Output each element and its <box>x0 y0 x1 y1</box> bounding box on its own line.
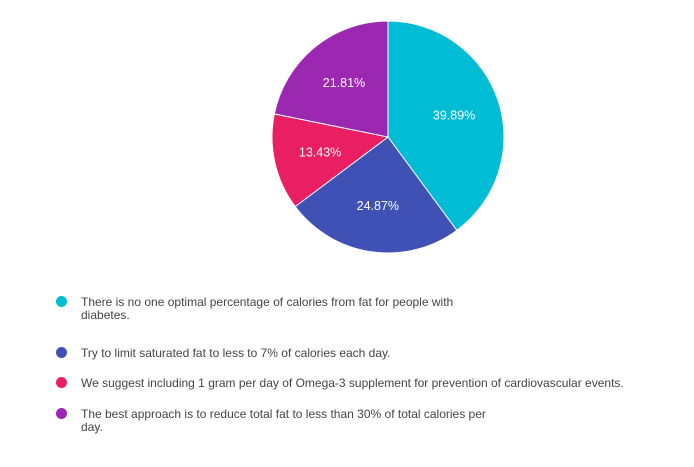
legend-label: The best approach is to reduce total fat… <box>81 407 486 434</box>
slice-percent-label: 39.89% <box>433 108 475 122</box>
legend-swatch-icon <box>56 408 67 419</box>
legend-item: The best approach is to reduce total fat… <box>56 408 501 434</box>
slice-percent-label: 13.43% <box>299 145 341 159</box>
legend-swatch-icon <box>56 347 67 358</box>
pie-slice[interactable] <box>273 20 389 138</box>
pie-slice[interactable] <box>271 113 390 208</box>
legend-item: We suggest including 1 gram per day of O… <box>56 377 624 390</box>
legend-label: We suggest including 1 gram per day of O… <box>81 376 624 390</box>
pie-slice[interactable] <box>387 20 505 232</box>
legend-item: Try to limit saturated fat to less to 7%… <box>56 347 390 360</box>
legend-swatch-icon <box>56 377 67 388</box>
legend-label: Try to limit saturated fat to less to 7%… <box>81 346 391 360</box>
legend-item: There is no one optimal percentage of ca… <box>56 296 476 322</box>
pie-slice[interactable] <box>294 136 458 254</box>
chart-legend: There is no one optimal percentage of ca… <box>56 296 656 434</box>
legend-swatch-icon <box>56 296 67 307</box>
slice-percent-label: 21.81% <box>323 76 365 90</box>
slice-percent-label: 24.87% <box>357 199 399 213</box>
legend-label: There is no one optimal percentage of ca… <box>81 295 454 322</box>
pie-svg: 39.89% 24.87% 13.43% 21.81% <box>271 20 505 254</box>
